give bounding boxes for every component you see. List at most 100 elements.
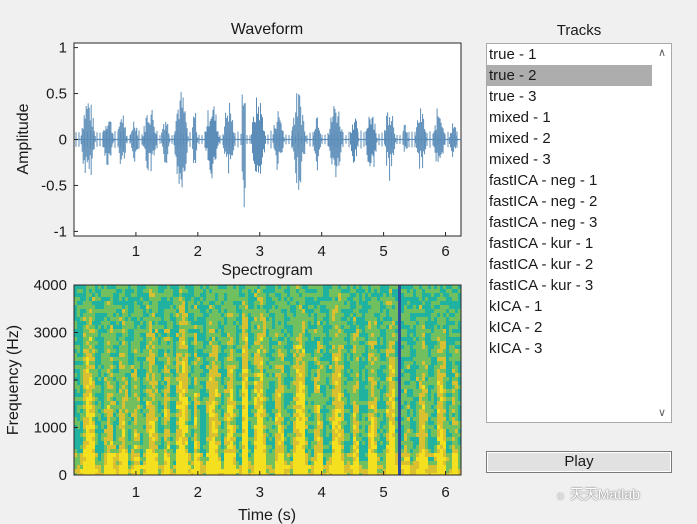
spectrogram-cell — [101, 289, 104, 293]
spectrogram-cell — [242, 389, 245, 393]
spectrogram-cell — [203, 309, 206, 313]
spectrogram-cell — [317, 393, 320, 397]
spectrogram-cell — [125, 437, 128, 441]
spectrogram-cell — [290, 425, 293, 429]
spectrogram-cell — [206, 345, 209, 349]
spectrogram-cell — [317, 297, 320, 301]
spectrogram-cell — [218, 389, 221, 393]
spectrogram-cell — [320, 365, 323, 369]
spectrogram-cell — [155, 461, 158, 465]
spectrogram-cell — [164, 441, 167, 445]
spectrogram-cell — [113, 473, 116, 475]
spectrogram-cell — [152, 441, 155, 445]
spectrogram-cell — [149, 401, 152, 405]
spectrogram-cell — [257, 369, 260, 373]
spectrogram-cell — [134, 357, 137, 361]
spectrogram-cell — [80, 389, 83, 393]
spectrogram-cell — [251, 369, 254, 373]
spectrogram-cell — [188, 473, 191, 475]
spectrogram-cell — [242, 309, 245, 313]
spectrogram-cell — [203, 341, 206, 345]
spectrogram-cell — [275, 393, 278, 397]
spectrogram-cell — [347, 373, 350, 377]
spectrogram-cell — [212, 389, 215, 393]
spectrogram-cell — [248, 301, 251, 305]
spectrogram-cell — [185, 453, 188, 457]
spectrogram-cell — [332, 349, 335, 353]
spectrogram-cell — [257, 285, 260, 289]
spectrogram-cell — [185, 465, 188, 469]
spectrogram-cell — [113, 333, 116, 337]
spectrogram-cell — [209, 381, 212, 385]
spectrogram-cell — [218, 369, 221, 373]
spectrogram-cell — [275, 445, 278, 449]
spectrogram-cell — [125, 469, 128, 473]
spectrogram-cell — [230, 401, 233, 405]
spectrogram-cell — [218, 317, 221, 321]
spectrogram-cell — [179, 357, 182, 361]
spectrogram-cell — [86, 329, 89, 333]
spectrogram-cell — [89, 341, 92, 345]
spectrogram-cell — [230, 317, 233, 321]
spectrogram-cell — [152, 401, 155, 405]
spectrogram-cell — [248, 357, 251, 361]
spectrogram-cell — [188, 393, 191, 397]
spectrogram-cell — [116, 345, 119, 349]
spectrogram-cell — [80, 357, 83, 361]
spectrogram-cell — [155, 473, 158, 475]
spectrogram-cell — [254, 369, 257, 373]
spectrogram-cell — [212, 465, 215, 469]
spectrogram-cell — [80, 353, 83, 357]
spectrogram-cell — [212, 437, 215, 441]
spectrogram-cell — [173, 377, 176, 381]
spectrogram-cell — [107, 473, 110, 475]
spectrogram-cell — [233, 405, 236, 409]
spectrogram-cell — [353, 321, 356, 325]
spectrogram-cell — [134, 313, 137, 317]
spectrogram-cell — [347, 385, 350, 389]
spectrogram-cell — [149, 405, 152, 409]
spectrogram-cell — [338, 337, 341, 341]
spectrogram-cell — [269, 433, 272, 437]
spectrogram-cell — [74, 317, 77, 321]
spectrogram-cell — [131, 337, 134, 341]
spectrogram-cell — [134, 305, 137, 309]
spectrogram-cell — [86, 325, 89, 329]
spectrogram-cell — [299, 333, 302, 337]
spectrogram-cell — [170, 389, 173, 393]
spectrogram-cell — [209, 369, 212, 373]
spectrogram-cell — [116, 317, 119, 321]
spectrogram-cell — [356, 321, 359, 325]
spectrogram-cell — [284, 289, 287, 293]
spectrogram-cell — [140, 377, 143, 381]
spectrogram-cell — [284, 429, 287, 433]
spectrogram-cell — [134, 289, 137, 293]
spectrogram-cell — [314, 313, 317, 317]
spectrogram-cell — [242, 417, 245, 421]
spectrogram-cell — [206, 445, 209, 449]
spectrogram-cell — [302, 413, 305, 417]
spectrogram-cell — [92, 289, 95, 293]
spectrogram-cell — [74, 405, 77, 409]
spectrogram-cell — [77, 377, 80, 381]
spectrogram-cell — [113, 329, 116, 333]
spectrogram-cell — [335, 421, 338, 425]
spectrogram-cell — [347, 313, 350, 317]
spectrogram-cell — [251, 353, 254, 357]
spectrogram-cell — [227, 361, 230, 365]
spectrogram-cell — [347, 361, 350, 365]
spectrogram-cell — [122, 313, 125, 317]
spectrogram-cell — [176, 429, 179, 433]
spectrogram-cell — [284, 413, 287, 417]
spectrogram-cell — [290, 465, 293, 469]
spectrogram-cell — [338, 293, 341, 297]
spectrogram-cell — [200, 329, 203, 333]
spectrogram-cell — [89, 413, 92, 417]
spectrogram-cell — [335, 313, 338, 317]
spectrogram-cell — [134, 301, 137, 305]
spectrogram-cell — [158, 401, 161, 405]
spectrogram-cell — [356, 421, 359, 425]
spectrogram-cell — [176, 397, 179, 401]
spectrogram-cell — [335, 357, 338, 361]
spectrogram-cell — [263, 337, 266, 341]
